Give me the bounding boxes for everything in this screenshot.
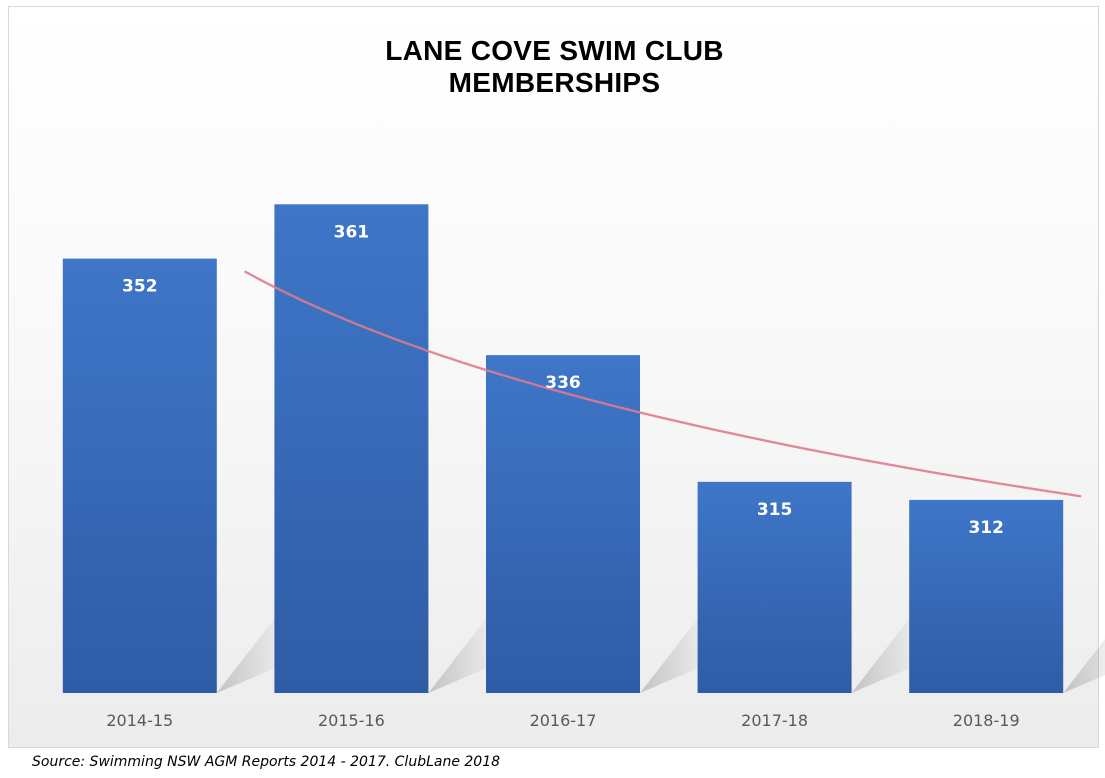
bar-2018-19 xyxy=(909,499,1064,693)
bar-shadow-2014-15 xyxy=(216,603,287,693)
data-label-2016-17: 336 xyxy=(545,373,581,393)
bar-shadow-2015-16 xyxy=(428,603,499,693)
data-label-2015-16: 361 xyxy=(334,222,370,242)
chart-title-line-2: MEMBERSHIPS xyxy=(448,67,661,98)
x-tick-2017-18: 2017-18 xyxy=(741,711,808,730)
bar-shadow-2018-19 xyxy=(1063,639,1105,693)
bar-2017-18 xyxy=(697,481,852,693)
data-label-2017-18: 315 xyxy=(757,500,793,520)
trendline xyxy=(244,270,1083,498)
chart-title-line-1: LANE COVE SWIM CLUB xyxy=(385,35,724,66)
source-note: Source: Swimming NSW AGM Reports 2014 - … xyxy=(32,754,501,770)
bar-series xyxy=(62,204,1064,694)
bar-shadow-2017-18 xyxy=(851,603,922,693)
x-tick-2014-15: 2014-15 xyxy=(106,711,173,730)
data-label-2018-19: 312 xyxy=(968,518,1004,538)
chart-title: LANE COVE SWIM CLUB MEMBERSHIPS xyxy=(9,35,1100,99)
data-label-2014-15: 352 xyxy=(122,277,158,297)
bar-2016-17 xyxy=(486,355,640,693)
data-labels: 352 361 336 315 312 xyxy=(122,222,1004,538)
bar-shadow-2016-17 xyxy=(640,603,710,693)
x-tick-2016-17: 2016-17 xyxy=(530,711,597,730)
x-axis-tick-labels: 2014-15 2015-16 2016-17 2017-18 2018-19 xyxy=(106,711,1019,730)
bar-2014-15 xyxy=(62,258,217,693)
x-tick-2015-16: 2015-16 xyxy=(318,711,385,730)
bar-2015-16 xyxy=(274,204,429,694)
trendline-path xyxy=(244,270,1083,498)
x-tick-2018-19: 2018-19 xyxy=(953,711,1020,730)
bar-shadows xyxy=(216,603,1105,693)
